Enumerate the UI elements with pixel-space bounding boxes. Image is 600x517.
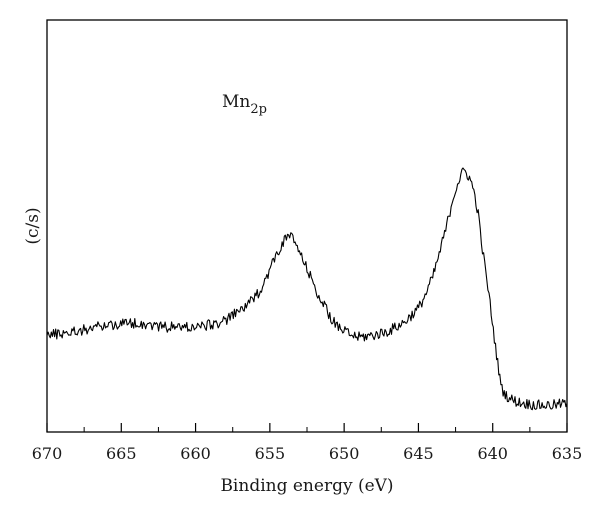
x-tick-labels: 670 665 660 655 650 645 640 635 <box>32 444 583 463</box>
x-tick-label-640: 640 <box>477 444 508 463</box>
x-tick-label-635: 635 <box>552 444 583 463</box>
x-tick-marks <box>46 423 568 432</box>
x-axis-title: Binding energy (eV) <box>220 476 393 496</box>
x-tick-label-660: 660 <box>180 444 211 463</box>
x-tick-label-645: 645 <box>403 444 434 463</box>
x-tick-label-650: 650 <box>329 444 360 463</box>
x-tick-label-665: 665 <box>106 444 137 463</box>
annotation-main: Mn <box>222 92 250 112</box>
annotation-subscript: 2p <box>250 102 267 117</box>
y-axis-title: (c/s) <box>23 207 43 244</box>
plot-frame <box>46 19 568 433</box>
peak-annotation: Mn2p <box>222 92 267 117</box>
spectrum-line <box>46 167 568 411</box>
x-tick-label-655: 655 <box>255 444 286 463</box>
x-tick-label-670: 670 <box>32 444 63 463</box>
